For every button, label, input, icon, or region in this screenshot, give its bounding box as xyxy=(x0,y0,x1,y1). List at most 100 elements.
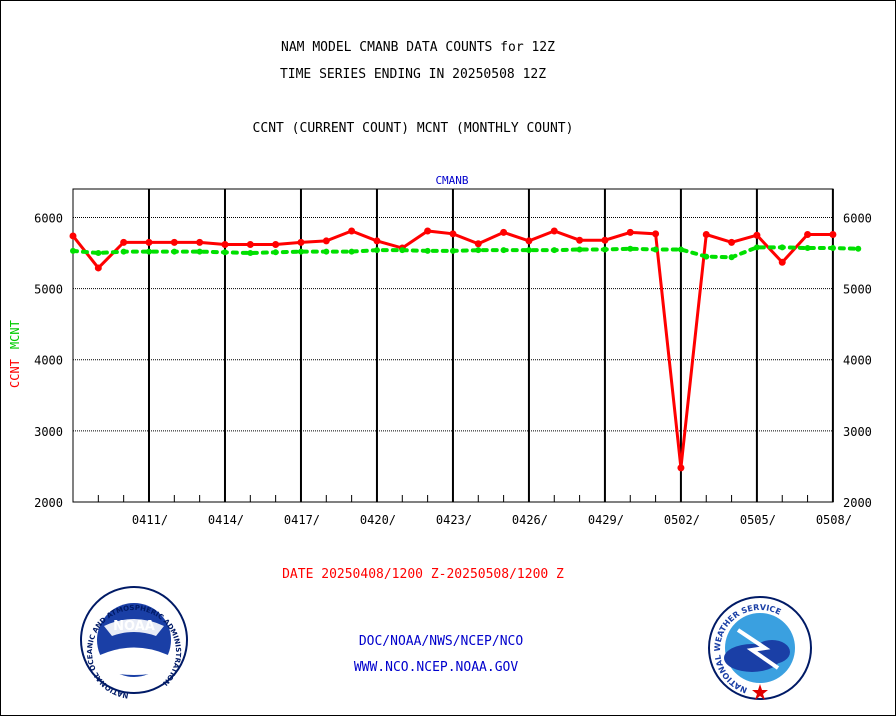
point-ccnt xyxy=(272,240,280,248)
chart-title: CMANB xyxy=(435,174,468,187)
series-ccnt xyxy=(69,227,837,472)
point-ccnt xyxy=(804,231,812,239)
point-ccnt xyxy=(221,240,229,248)
x-tick-label: 0420/ xyxy=(360,513,396,527)
point-mcnt xyxy=(525,247,532,254)
point-ccnt xyxy=(246,240,254,248)
footer-agency: DOC/NOAA/NWS/NCEP/NCO xyxy=(359,634,524,649)
x-tick-label: 0411/ xyxy=(132,513,168,527)
point-mcnt xyxy=(627,245,634,252)
y-axis-label: CCNT MCNT xyxy=(8,320,22,388)
point-ccnt xyxy=(373,237,381,245)
x-tick-label: 0414/ xyxy=(208,513,244,527)
y-tick-label-right: 6000 xyxy=(843,211,872,225)
point-mcnt xyxy=(753,244,760,251)
y-tick-label-right: 2000 xyxy=(843,496,872,510)
x-tick-label: 0505/ xyxy=(740,513,776,527)
y-tick-label-left: 4000 xyxy=(34,354,63,368)
point-mcnt xyxy=(399,247,406,254)
series-line-mcnt xyxy=(71,245,861,260)
point-mcnt xyxy=(829,245,836,252)
point-ccnt xyxy=(474,240,482,248)
point-ccnt xyxy=(297,238,305,246)
point-mcnt xyxy=(804,245,811,252)
point-ccnt xyxy=(500,228,508,236)
point-mcnt xyxy=(221,249,228,256)
point-mcnt xyxy=(272,249,279,256)
y-tick-label-left: 2000 xyxy=(34,496,63,510)
y-tick-label-left: 5000 xyxy=(34,283,63,297)
title-line1: NAM MODEL CMANB DATA COUNTS for 12Z xyxy=(281,40,555,55)
point-ccnt xyxy=(449,230,457,238)
point-mcnt xyxy=(728,254,735,261)
point-ccnt xyxy=(652,230,660,238)
point-ccnt xyxy=(778,258,786,266)
point-ccnt xyxy=(525,237,533,245)
point-mcnt xyxy=(449,247,456,254)
point-mcnt xyxy=(855,245,862,252)
point-ccnt xyxy=(424,227,432,235)
noaa-logo: NOAA NATIONAL OCEANIC AND ATMOSPHERIC AD… xyxy=(80,586,188,700)
y-tick-label-right: 4000 xyxy=(843,354,872,368)
point-mcnt xyxy=(373,247,380,254)
point-ccnt xyxy=(120,238,128,246)
point-mcnt xyxy=(171,248,178,255)
series-layer xyxy=(69,227,862,472)
point-mcnt xyxy=(120,248,127,255)
x-tick-label: 0508/ xyxy=(816,513,852,527)
footer-website: WWW.NCO.NCEP.NOAA.GOV xyxy=(354,660,519,675)
point-ccnt xyxy=(94,264,102,272)
point-ccnt xyxy=(550,227,558,235)
point-mcnt xyxy=(500,247,507,254)
subtitle: CCNT (CURRENT COUNT) MCNT (MONTHLY COUNT… xyxy=(253,121,574,136)
point-mcnt xyxy=(196,248,203,255)
point-ccnt xyxy=(69,232,77,240)
y-tick-label-right: 3000 xyxy=(843,425,872,439)
point-ccnt xyxy=(829,231,837,239)
noaa-logo-text: NOAA xyxy=(113,619,155,634)
point-ccnt xyxy=(728,238,736,246)
point-ccnt xyxy=(626,228,634,236)
x-tick-label: 0423/ xyxy=(436,513,472,527)
point-ccnt xyxy=(170,238,178,246)
point-mcnt xyxy=(323,248,330,255)
point-mcnt xyxy=(576,246,583,253)
point-ccnt xyxy=(753,231,761,239)
y-label-mcnt: MCNT xyxy=(8,320,22,349)
point-mcnt xyxy=(70,247,76,254)
y-tick-label-left: 3000 xyxy=(34,425,63,439)
point-ccnt xyxy=(322,237,330,245)
point-mcnt xyxy=(652,246,659,253)
point-mcnt xyxy=(475,247,482,254)
point-mcnt xyxy=(247,250,254,257)
point-mcnt xyxy=(297,248,304,255)
nws-logo: NATIONAL WEATHER SERVICE xyxy=(708,596,812,700)
point-ccnt xyxy=(348,227,356,235)
point-mcnt xyxy=(348,248,355,255)
minor-tick-marks xyxy=(97,495,834,502)
point-mcnt xyxy=(145,248,152,255)
x-tick-label: 0502/ xyxy=(664,513,700,527)
y-tick-label-left: 6000 xyxy=(34,211,63,225)
point-mcnt xyxy=(424,247,431,254)
point-mcnt xyxy=(95,250,102,257)
point-ccnt xyxy=(601,236,609,244)
point-ccnt xyxy=(702,231,710,239)
x-tick-label: 0429/ xyxy=(588,513,624,527)
y-tick-labels: 2000 2000 3000 3000 4000 4000 5000 5000 6000 6000 xyxy=(34,211,872,510)
x-tick-labels: 0411/0414/0417/0420/0423/0426/0429/0502/… xyxy=(132,513,852,527)
point-mcnt xyxy=(677,246,684,253)
point-mcnt xyxy=(703,253,710,260)
point-mcnt xyxy=(779,244,786,251)
y-tick-label-right: 5000 xyxy=(843,283,872,297)
point-mcnt xyxy=(601,246,608,253)
point-mcnt xyxy=(551,247,558,254)
x-tick-label: 0426/ xyxy=(512,513,548,527)
title-line2: TIME SERIES ENDING IN 20250508 12Z xyxy=(280,67,546,82)
x-tick-label: 0417/ xyxy=(284,513,320,527)
point-ccnt xyxy=(677,464,685,472)
point-ccnt xyxy=(576,236,584,244)
x-axis-label: DATE 20250408/1200 Z-20250508/1200 Z xyxy=(282,567,564,582)
series-mcnt xyxy=(70,244,862,261)
